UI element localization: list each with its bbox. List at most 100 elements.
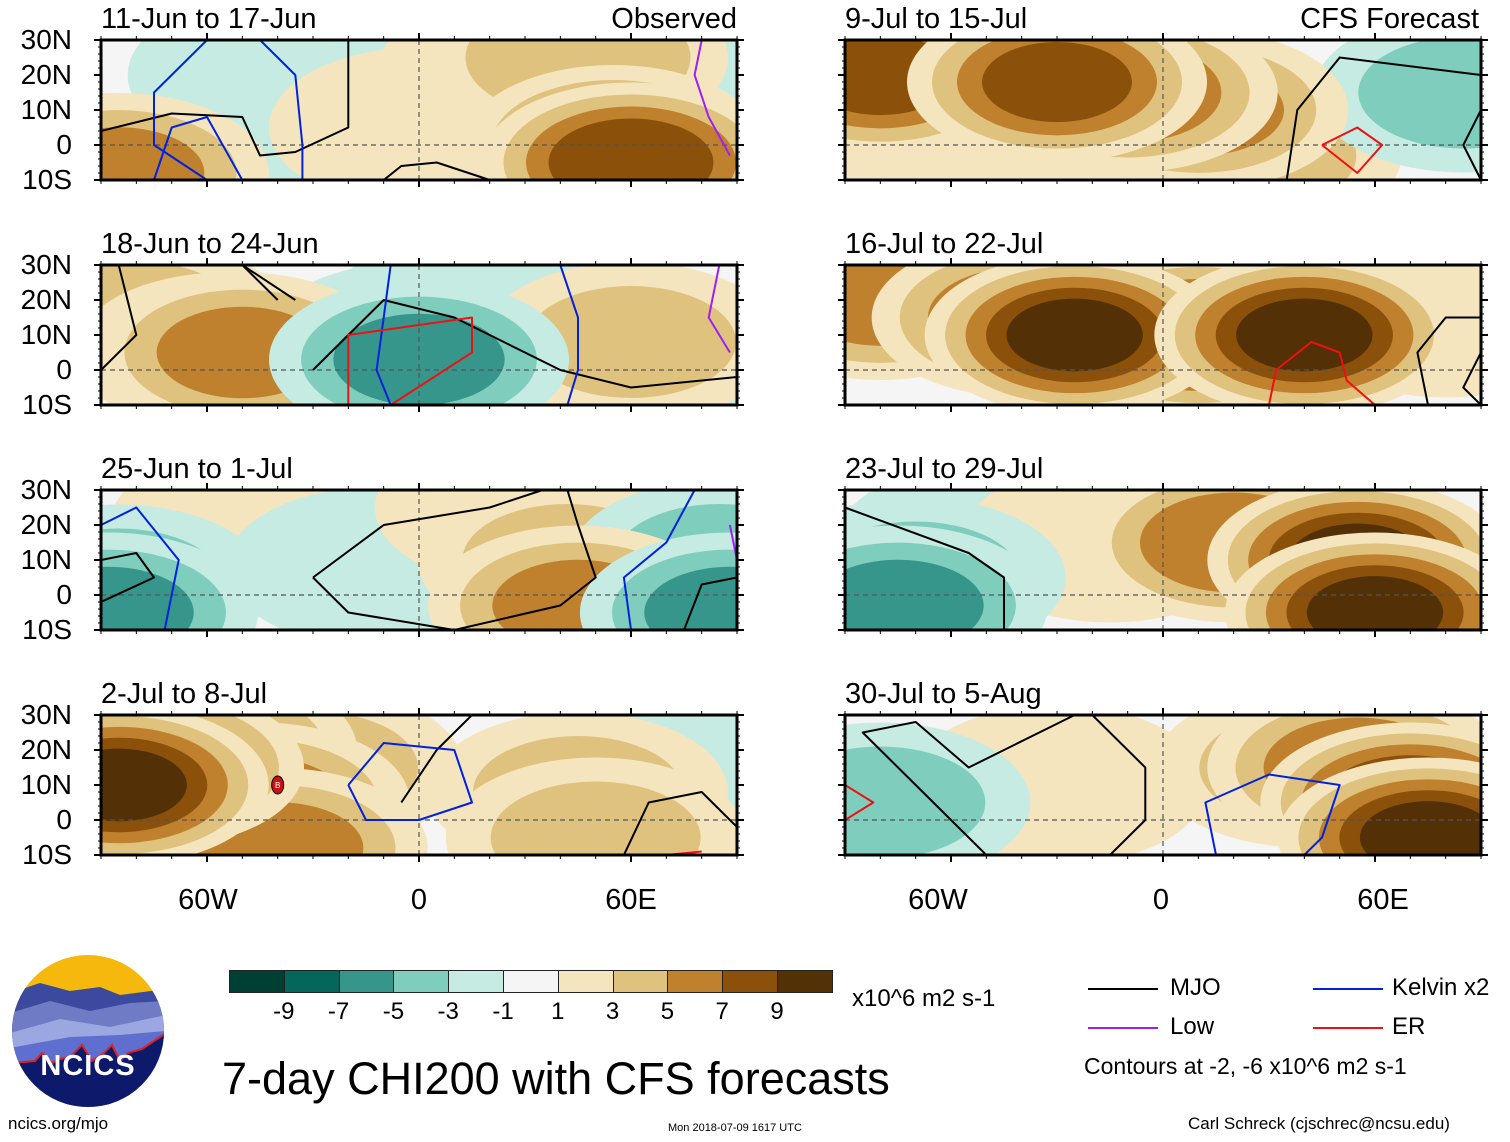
lon-label-60w-left: 60W: [178, 884, 238, 916]
legend-line-low: [1088, 1027, 1158, 1029]
map-panel: [838, 258, 1488, 412]
lat-label: 30N: [20, 474, 72, 505]
contour-mjo: [101, 40, 350, 157]
lat-label: 30N: [20, 249, 72, 280]
legend-label-er: ER: [1392, 1013, 1426, 1040]
figure-title: 7-day CHI200 with CFS forecasts: [222, 1053, 890, 1104]
colorbar-swatch: [777, 970, 834, 993]
legend-line-kelvin: [1313, 988, 1383, 990]
anomaly-shade: [644, 566, 737, 630]
panel-title: 23-Jul to 29-Jul: [845, 453, 1044, 485]
colorbar-units: x10^6 m2 s-1: [852, 985, 996, 1012]
colorbar-tick-label: 5: [660, 998, 675, 1025]
contour-mjo: [1285, 56, 1481, 180]
panel-title: 25-Jun to 1-Jul: [101, 453, 293, 485]
map-panel: [838, 33, 1488, 187]
contour-mjo: [622, 791, 737, 855]
anomaly-shade: [1006, 298, 1143, 372]
lat-label: 30N: [20, 699, 72, 730]
colorbar-swatch: [448, 970, 505, 993]
panel-title: 18-Jun to 24-Jun: [101, 228, 319, 260]
contour-kelvin: [347, 742, 473, 821]
anomaly-shade: [845, 559, 984, 630]
contour-er: [845, 784, 875, 821]
legend-label-kelvin: Kelvin x2: [1392, 974, 1490, 1001]
lat-label: 10S: [22, 614, 72, 645]
anomaly-shade: [101, 127, 205, 180]
storm-marker-label: B: [275, 781, 280, 790]
contour-kelvin: [375, 265, 392, 405]
anomaly-shade: [1306, 576, 1444, 630]
author-credit: Carl Schreck (cjschrec@ncsu.edu): [1188, 1114, 1450, 1133]
contour-er: [347, 316, 473, 405]
anomaly-shade: [101, 566, 194, 630]
lat-label: 0: [56, 129, 72, 160]
website-link[interactable]: ncics.org/mjo: [8, 1114, 109, 1133]
anomaly-shade: [1236, 298, 1373, 372]
panel-title: 2-Jul to 8-Jul: [101, 678, 268, 710]
colorbar-swatch: [283, 970, 341, 993]
legend-label-low: Low: [1170, 1013, 1215, 1040]
contour-kelvin: [622, 490, 696, 630]
lat-label: 20N: [20, 284, 72, 315]
legend-line-er: [1313, 1027, 1383, 1029]
logo-text: NCICS: [40, 1050, 136, 1082]
legend-label-mjo: MJO: [1170, 974, 1221, 1001]
ncics-logo: [12, 955, 164, 1107]
contour-kelvin: [153, 116, 244, 180]
lon-label-0-left: 0: [410, 884, 428, 916]
anomaly-shade: [490, 781, 701, 855]
colorbar-tick-label: -7: [327, 998, 350, 1025]
contour-mjo: [312, 490, 597, 630]
contour-kelvin: [1204, 773, 1341, 855]
map-panel: [838, 483, 1488, 637]
colorbar-tick-label: -1: [492, 998, 514, 1025]
anomaly-shade: [982, 42, 1132, 122]
contour-kelvin: [153, 40, 208, 180]
contour-note: Contours at -2, -6 x10^6 m2 s-1: [1084, 1053, 1407, 1079]
contour-er: [1321, 126, 1384, 174]
contour-mjo: [1462, 352, 1481, 405]
colorbar-swatch: [612, 970, 669, 993]
colorbar-tick-label: -5: [382, 998, 405, 1025]
lat-label: 10S: [22, 164, 72, 195]
map-panel: B: [94, 708, 744, 862]
contour-mjo: [1462, 109, 1481, 180]
panel-title: 16-Jul to 22-Jul: [845, 228, 1044, 260]
contour-mjo: [1416, 316, 1481, 405]
lat-label: 10N: [20, 319, 72, 350]
lon-label-60e-left: 60E: [605, 884, 657, 916]
lat-label: 10N: [20, 94, 72, 125]
lon-label-60e-right: 60E: [1357, 884, 1409, 916]
lat-label: 30N: [20, 24, 72, 55]
contour-mjo: [101, 552, 155, 603]
lon-label-60w-right: 60W: [908, 884, 968, 916]
colorbar-swatch: [557, 970, 615, 993]
anomaly-shade: [1358, 40, 1481, 149]
map-panel: [838, 708, 1488, 862]
lat-label: 0: [56, 804, 72, 835]
panel-title: 9-Jul to 15-Jul: [845, 3, 1028, 35]
colorbar-swatch: [338, 970, 395, 993]
lat-label: 10N: [20, 769, 72, 800]
colorbar-tick-label: 7: [715, 998, 729, 1025]
contour-mjo: [861, 715, 1076, 855]
contour-mjo: [241, 265, 296, 301]
colorbar-tick-label: 3: [605, 998, 620, 1025]
map-panels: B: [94, 33, 1488, 862]
contour-mjo: [845, 506, 1005, 630]
contour-low: [707, 265, 731, 354]
lat-label: 0: [56, 354, 72, 385]
storm-marker: [271, 775, 285, 795]
map-panel: [94, 258, 744, 412]
colorbar-tick-label: 9: [770, 998, 784, 1025]
colorbar-tick-label: -9: [273, 998, 295, 1025]
contour-low: [693, 40, 731, 156]
forecast-column-label: CFS Forecast: [1300, 3, 1479, 35]
map-panel: [94, 483, 744, 637]
anomaly-shade: [1359, 801, 1481, 855]
colorbar-swatch: [667, 970, 724, 993]
contour-er: [1268, 341, 1376, 405]
contour-kelvin: [259, 40, 304, 180]
